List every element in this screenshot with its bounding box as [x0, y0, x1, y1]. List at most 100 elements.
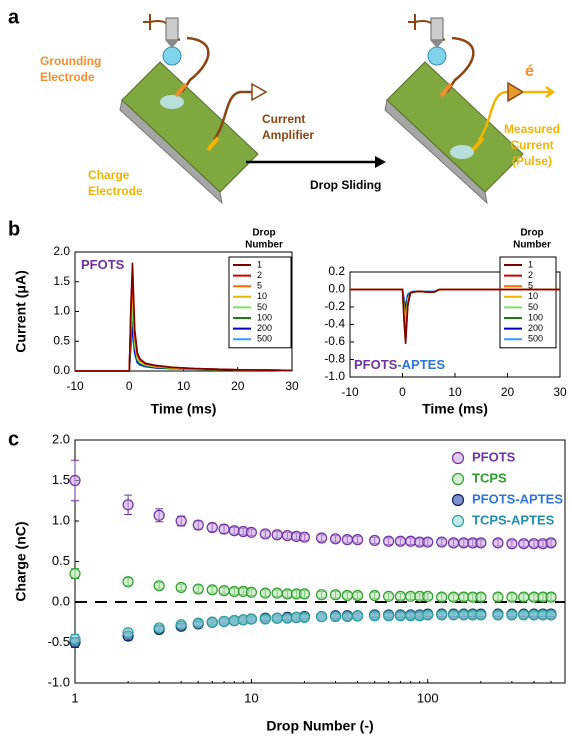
legend-label: 5	[528, 281, 533, 291]
chart-title: PFOTS	[81, 257, 125, 272]
y-tick-label: 1.0	[52, 512, 70, 527]
point	[69, 633, 81, 645]
label: Charge	[88, 168, 130, 182]
point	[394, 610, 407, 622]
point	[422, 609, 434, 621]
point	[245, 526, 257, 538]
label: Drop Sliding	[310, 178, 381, 192]
y-tick-label: 0.0	[52, 593, 70, 608]
legend-title: Drop	[520, 228, 543, 239]
y-tick-label: 0.0	[53, 363, 70, 377]
legend-label: 50	[257, 302, 267, 312]
y-tick-label: 2.0	[52, 431, 70, 446]
x-tick-label: 0	[399, 385, 406, 399]
point	[369, 610, 381, 622]
legend-label: 10	[528, 291, 538, 301]
point	[518, 591, 530, 603]
legend-label: 50	[528, 302, 538, 312]
point	[175, 581, 187, 594]
legend-label: PFOTS-APTES	[472, 491, 563, 506]
point	[329, 533, 342, 545]
legend-title: Drop	[252, 228, 275, 239]
x-axis-title: Time (ms)	[151, 401, 217, 417]
legend-label: 200	[257, 323, 272, 333]
process-arrow	[246, 156, 386, 168]
point	[271, 529, 283, 541]
legend-label: 200	[528, 323, 543, 333]
legend-marker	[451, 514, 465, 528]
label: Current	[510, 138, 553, 152]
x-tick-label: 1	[71, 690, 78, 705]
y-tick-label: -0.6	[324, 334, 345, 348]
y-tick-label: 1.5	[52, 472, 70, 487]
x-tick-label: -10	[341, 385, 359, 399]
point	[206, 521, 218, 534]
legend-box	[228, 256, 292, 349]
legend-label: TCPS	[472, 470, 507, 485]
x-tick-label: 100	[417, 690, 439, 705]
point	[298, 611, 311, 623]
point	[329, 589, 342, 601]
point	[259, 528, 271, 540]
point	[218, 615, 230, 628]
panel-label: a	[8, 6, 20, 28]
x-tick-label: 30	[285, 379, 299, 393]
point	[475, 609, 487, 621]
y-tick-label: 1.0	[53, 304, 70, 318]
point	[315, 532, 328, 544]
x-tick-label: 10	[244, 690, 258, 705]
point	[192, 617, 204, 629]
y-axis-title: Current (μA)	[13, 270, 29, 352]
point	[492, 537, 504, 549]
chart-title: PFOTS-APTES	[354, 357, 445, 372]
point	[315, 610, 328, 623]
point	[175, 515, 187, 527]
point	[341, 610, 353, 623]
x-tick-label: 20	[501, 385, 515, 399]
point	[153, 622, 165, 634]
point	[545, 609, 557, 621]
y-tick-label: 0.0	[328, 282, 345, 296]
label: (Pulse)	[512, 154, 552, 168]
y-tick-label: -0.5	[48, 634, 70, 649]
point	[341, 589, 353, 602]
point	[383, 610, 395, 622]
diagram-left	[119, 14, 268, 205]
point	[447, 609, 460, 621]
point	[315, 589, 328, 601]
title-part: -APTES	[397, 357, 445, 372]
y-tick-label: -1.0	[324, 369, 345, 383]
legend-marker	[451, 472, 465, 486]
y-tick-label: 0.5	[53, 333, 70, 347]
title-part: PFOTS	[81, 257, 125, 272]
legend-label: 2	[257, 270, 262, 280]
panel-label: b	[8, 218, 20, 240]
legend-marker	[451, 451, 465, 465]
legend-label: 10	[257, 291, 267, 301]
point	[192, 583, 204, 595]
legend-label: 100	[257, 312, 272, 322]
point	[153, 580, 165, 592]
y-tick-label: -0.4	[324, 317, 345, 331]
title-part: PFOTS	[354, 357, 398, 372]
point	[475, 537, 487, 549]
x-tick-label: 10	[448, 385, 462, 399]
legend-label: 5	[257, 281, 262, 291]
legend-title: Number	[513, 240, 551, 251]
y-tick-label: 2.0	[53, 244, 70, 258]
point	[422, 590, 434, 602]
point	[351, 610, 364, 622]
point	[436, 536, 448, 548]
legend-label: 500	[528, 334, 543, 344]
point	[69, 568, 81, 580]
point	[271, 612, 283, 624]
y-tick-label: 0.2	[328, 264, 345, 278]
point	[545, 537, 557, 549]
legend-marker	[451, 493, 465, 507]
point	[506, 591, 518, 603]
series-line	[75, 262, 293, 372]
label: Measured	[504, 122, 560, 136]
point	[351, 589, 364, 602]
point	[351, 534, 364, 546]
